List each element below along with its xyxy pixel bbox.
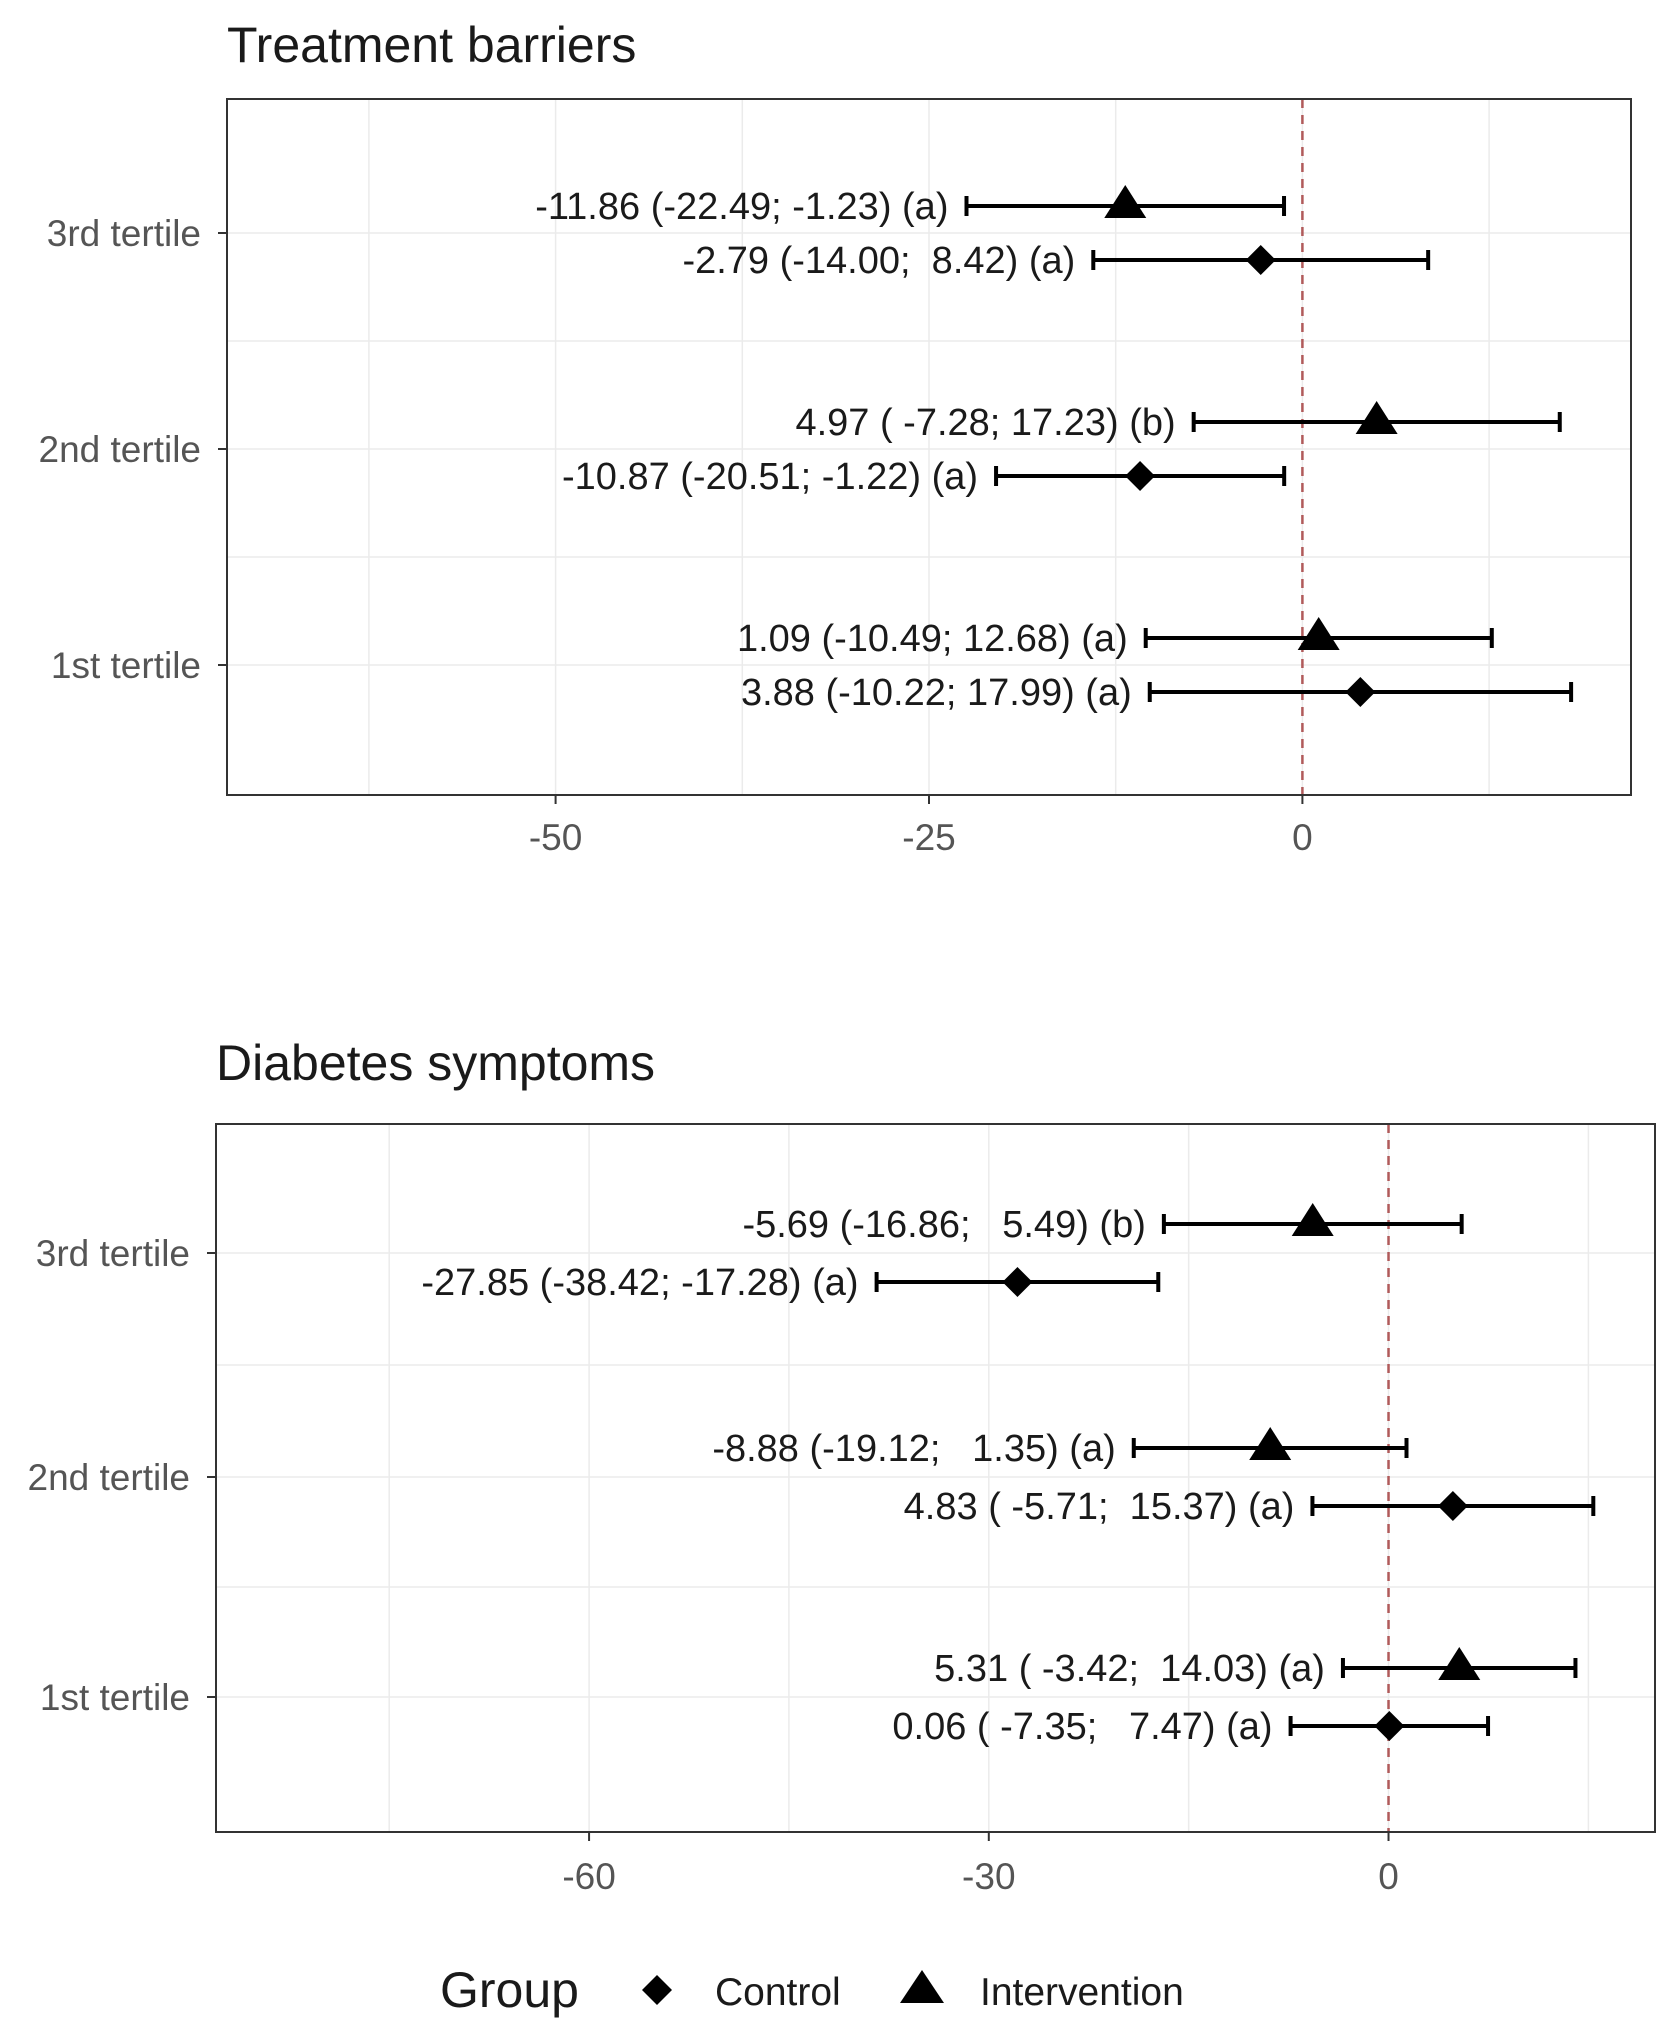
estimate-label: 3.88 (-10.22; 17.99) (a): [741, 672, 1132, 714]
point-intervention: [1104, 185, 1147, 218]
marks: -11.86 (-22.49; -1.23) (a) -2.79 (-14.00;…: [535, 185, 1574, 714]
estimate-label: -10.87 (-20.51; -1.22) (a): [562, 456, 978, 498]
panel-diabetes-symptoms: Diabetes symptoms -5.69 (-16.86; 5.49) (…: [28, 1035, 1656, 1897]
legend-label-control: Control: [715, 1971, 841, 2014]
point-control: [1437, 1491, 1468, 1521]
estimate-label: 4.83 ( -5.71; 15.37) (a): [904, 1486, 1295, 1528]
y-tick-label: 3rd tertile: [47, 213, 201, 254]
x-tick-label: 0: [1292, 817, 1313, 858]
x-tick-label: -30: [962, 1856, 1015, 1897]
point-intervention: [1291, 1203, 1334, 1236]
point-intervention: [1355, 401, 1398, 434]
x-tick-label: -25: [902, 817, 955, 858]
marks: -5.69 (-16.86; 5.49) (b) -27.85 (-38.42; …: [421, 1203, 1596, 1748]
legend-title: Group: [440, 1962, 579, 2018]
legend-control-marker: [642, 1975, 672, 2005]
x-axis: -60 -30 0: [562, 1832, 1399, 1897]
estimate-label: 5.31 ( -3.42; 14.03) (a): [934, 1648, 1325, 1690]
legend-intervention-marker: [900, 1970, 944, 2003]
estimate-label: -2.79 (-14.00; 8.42) (a): [682, 240, 1075, 282]
legend-label-intervention: Intervention: [980, 1971, 1184, 2014]
legend: Group Control Intervention: [440, 1962, 1184, 2018]
x-tick-label: -50: [529, 817, 582, 858]
point-intervention: [1297, 617, 1340, 650]
point-control: [1125, 461, 1156, 491]
point-intervention: [1438, 1647, 1481, 1680]
x-tick-label: 0: [1378, 1856, 1399, 1897]
panel-treatment-barriers: Treatment barriers -11.86 (-22.49; -1.23…: [39, 17, 1632, 858]
y-axis: 3rd tertile 2nd tertile 1st tertile: [28, 1233, 216, 1718]
estimate-label: 0.06 ( -7.35; 7.47) (a): [892, 1706, 1272, 1748]
x-axis: -50 -25 0: [529, 795, 1313, 858]
point-control: [1345, 677, 1376, 707]
panel-title: Treatment barriers: [227, 17, 636, 73]
y-axis: 3rd tertile 2nd tertile 1st tertile: [39, 213, 227, 686]
y-tick-label: 1st tertile: [51, 645, 201, 686]
grid: [216, 1124, 1655, 1832]
estimate-label: -11.86 (-22.49; -1.23) (a): [535, 186, 948, 228]
panel-title: Diabetes symptoms: [216, 1035, 655, 1091]
y-tick-label: 1st tertile: [40, 1677, 190, 1718]
y-tick-label: 3rd tertile: [36, 1233, 190, 1274]
point-control: [1374, 1711, 1405, 1741]
estimate-label: 1.09 (-10.49; 12.68) (a): [737, 618, 1128, 660]
estimate-label: -5.69 (-16.86; 5.49) (b): [742, 1204, 1145, 1246]
point-control: [1245, 245, 1276, 275]
x-tick-label: -60: [562, 1856, 615, 1897]
estimate-label: -27.85 (-38.42; -17.28) (a): [421, 1262, 858, 1304]
y-tick-label: 2nd tertile: [39, 429, 202, 470]
estimate-label: -8.88 (-19.12; 1.35) (a): [712, 1428, 1115, 1470]
point-control: [1002, 1267, 1033, 1297]
y-tick-label: 2nd tertile: [28, 1457, 191, 1498]
estimate-label: 4.97 ( -7.28; 17.23) (b): [795, 402, 1175, 444]
point-intervention: [1249, 1427, 1292, 1460]
